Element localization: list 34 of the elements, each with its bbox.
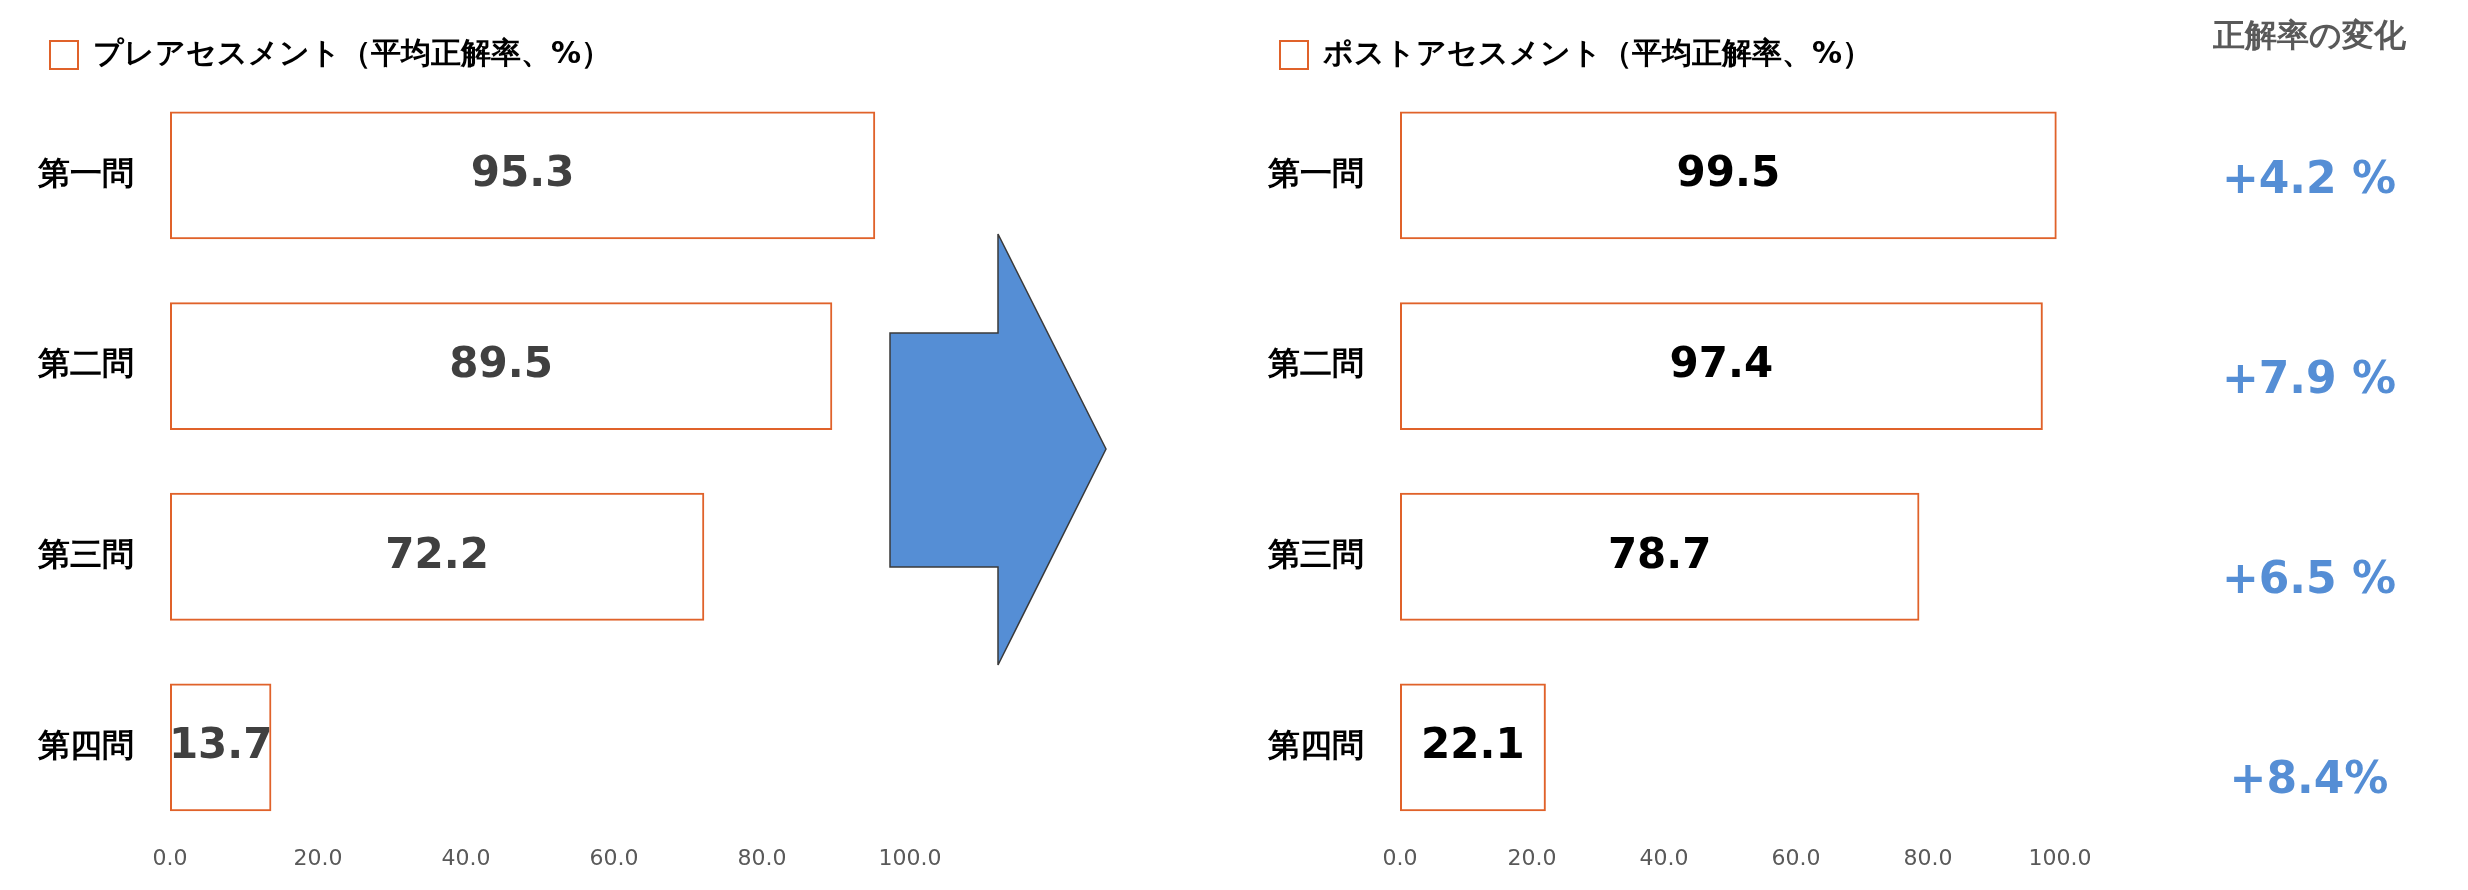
x-tick-label: 20.0 (1507, 844, 1557, 870)
text: 正解率の変化 (2211, 15, 2407, 56)
x-tick-label: 60.0 (589, 844, 639, 870)
x-tick-label: 60.0 (1771, 844, 1821, 870)
y-tick-label: 第四問 (1267, 725, 1364, 764)
data-label: 99.5 (1676, 147, 1781, 197)
legend-label: プレアセスメント（平均正解率、%） (93, 34, 612, 70)
text: +7.9 % (2220, 352, 2398, 403)
x-tick-label: 0.0 (1382, 844, 1418, 870)
x-tick-label: 0.0 (152, 844, 188, 870)
x-tick-label: 80.0 (1903, 844, 1953, 870)
y-tick-label: 第四問 (37, 725, 134, 764)
x-tick-label: 40.0 (441, 844, 491, 870)
data-label: 22.1 (1421, 719, 1525, 769)
data-label: 89.5 (449, 337, 553, 387)
text: +6.5 % (2220, 552, 2398, 603)
x-tick-label: 40.0 (1639, 844, 1689, 870)
data-label: 78.7 (1607, 528, 1712, 578)
y-tick-label: 第一問 (37, 153, 134, 192)
y-tick-label: 第二問 (1267, 344, 1364, 383)
y-tick-label: 第二問 (37, 344, 134, 383)
y-tick-label: 第三問 (37, 535, 134, 574)
x-tick-label: 20.0 (293, 844, 343, 870)
x-tick-label: 80.0 (737, 844, 787, 870)
data-label: 72.2 (385, 528, 489, 578)
x-tick-label: 100.0 (2028, 844, 2092, 870)
text: +4.2 % (2220, 152, 2398, 203)
data-label: 95.3 (470, 147, 575, 197)
data-label: 97.4 (1669, 337, 1774, 387)
legend-label: ポストアセスメント（平均正解率、%） (1323, 34, 1873, 70)
text: +8.4% (2228, 752, 2390, 803)
x-tick-label: 100.0 (878, 844, 942, 870)
y-tick-label: 第一問 (1267, 153, 1364, 192)
y-tick-label: 第三問 (1267, 535, 1364, 574)
